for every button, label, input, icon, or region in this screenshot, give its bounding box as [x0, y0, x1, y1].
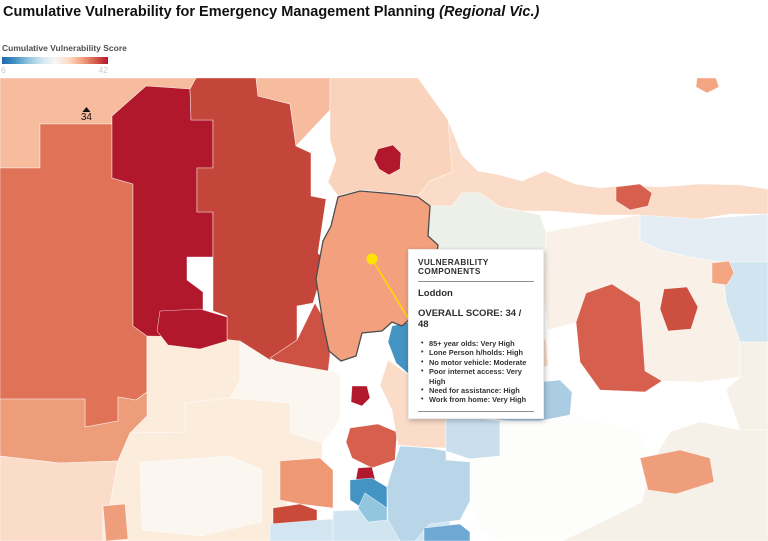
tooltip-region-name: Loddon [418, 288, 453, 299]
map-region-ltblue-bottom2[interactable] [269, 518, 334, 541]
map-region-sal-blob-e[interactable] [711, 260, 735, 286]
map-region-blues-bottomstrip[interactable] [386, 445, 471, 541]
vulnerability-tooltip: VULNERABILITY COMPONENTS Loddon OVERALL … [408, 249, 544, 419]
legend: Cumulative Vulnerability Score 6 42 34 [1, 43, 132, 123]
legend-title: Cumulative Vulnerability Score [2, 43, 127, 53]
map-region-sal-blob-br[interactable] [639, 449, 715, 495]
map-region-loddon[interactable] [315, 190, 439, 362]
map-region-crim-blob-river[interactable] [373, 144, 402, 176]
map-region-ored-blob-s[interactable] [345, 423, 398, 469]
legend-marker-value: 34 [80, 112, 92, 123]
tooltip-component-item: 85+ year olds: Very High [421, 339, 534, 349]
legend-max-label: 42 [98, 65, 108, 75]
tooltip-component-item: No motor vehicle: Moderate [421, 358, 534, 368]
page-title-main: Cumulative Vulnerability for Emergency M… [3, 4, 440, 20]
map-region-sal-blob-top[interactable] [695, 77, 720, 94]
selected-point-marker[interactable] [366, 253, 378, 265]
tooltip-connector-line [371, 258, 409, 319]
tooltip-component-item: Need for assistance: High [421, 386, 534, 396]
map-region-sal-bottom[interactable] [279, 457, 334, 509]
tooltip-component-item: Poor internet access: Very High [421, 367, 534, 386]
map-region-mred-blob-band[interactable] [615, 183, 653, 211]
tooltip-overall-score: OVERALL SCORE: 34 / 48 [418, 308, 522, 330]
page-title-emphasis: (Regional Vic.) [439, 4, 540, 20]
tooltip-component-item: Lone Person h/holds: High [421, 348, 534, 358]
tooltip-divider-top [418, 281, 534, 282]
tooltip-heading: VULNERABILITY COMPONENTS [418, 258, 489, 276]
map-region-crim-blob-cs[interactable] [156, 308, 228, 350]
map-region-mblue-bottomstrip[interactable] [423, 523, 471, 541]
map-region-bl-wcream[interactable] [139, 455, 263, 537]
map-region-crim-blob-s[interactable] [350, 385, 371, 407]
page-title: Cumulative Vulnerability for Emergency M… [3, 4, 539, 20]
map-region-ored-big-e[interactable] [575, 283, 663, 393]
tooltip-component-list: 85+ year olds: Very HighLone Person h/ho… [418, 339, 534, 405]
map-region-mdblue-s[interactable] [357, 492, 388, 523]
map-region-mred-blob-e[interactable] [659, 286, 699, 332]
tooltip-component-item: Work from home: Very High [421, 395, 534, 405]
legend-marker-triangle-icon [82, 107, 91, 112]
legend-ticks: 6 42 [1, 64, 108, 75]
map-region-bl-pink[interactable] [0, 455, 119, 541]
map-region-sal-blob-bl[interactable] [102, 503, 129, 541]
tooltip-divider-bottom [418, 410, 534, 412]
legend-marker[interactable]: 34 [81, 107, 92, 123]
legend-color-bar[interactable] [2, 57, 108, 64]
legend-min-label: 6 [1, 65, 6, 75]
